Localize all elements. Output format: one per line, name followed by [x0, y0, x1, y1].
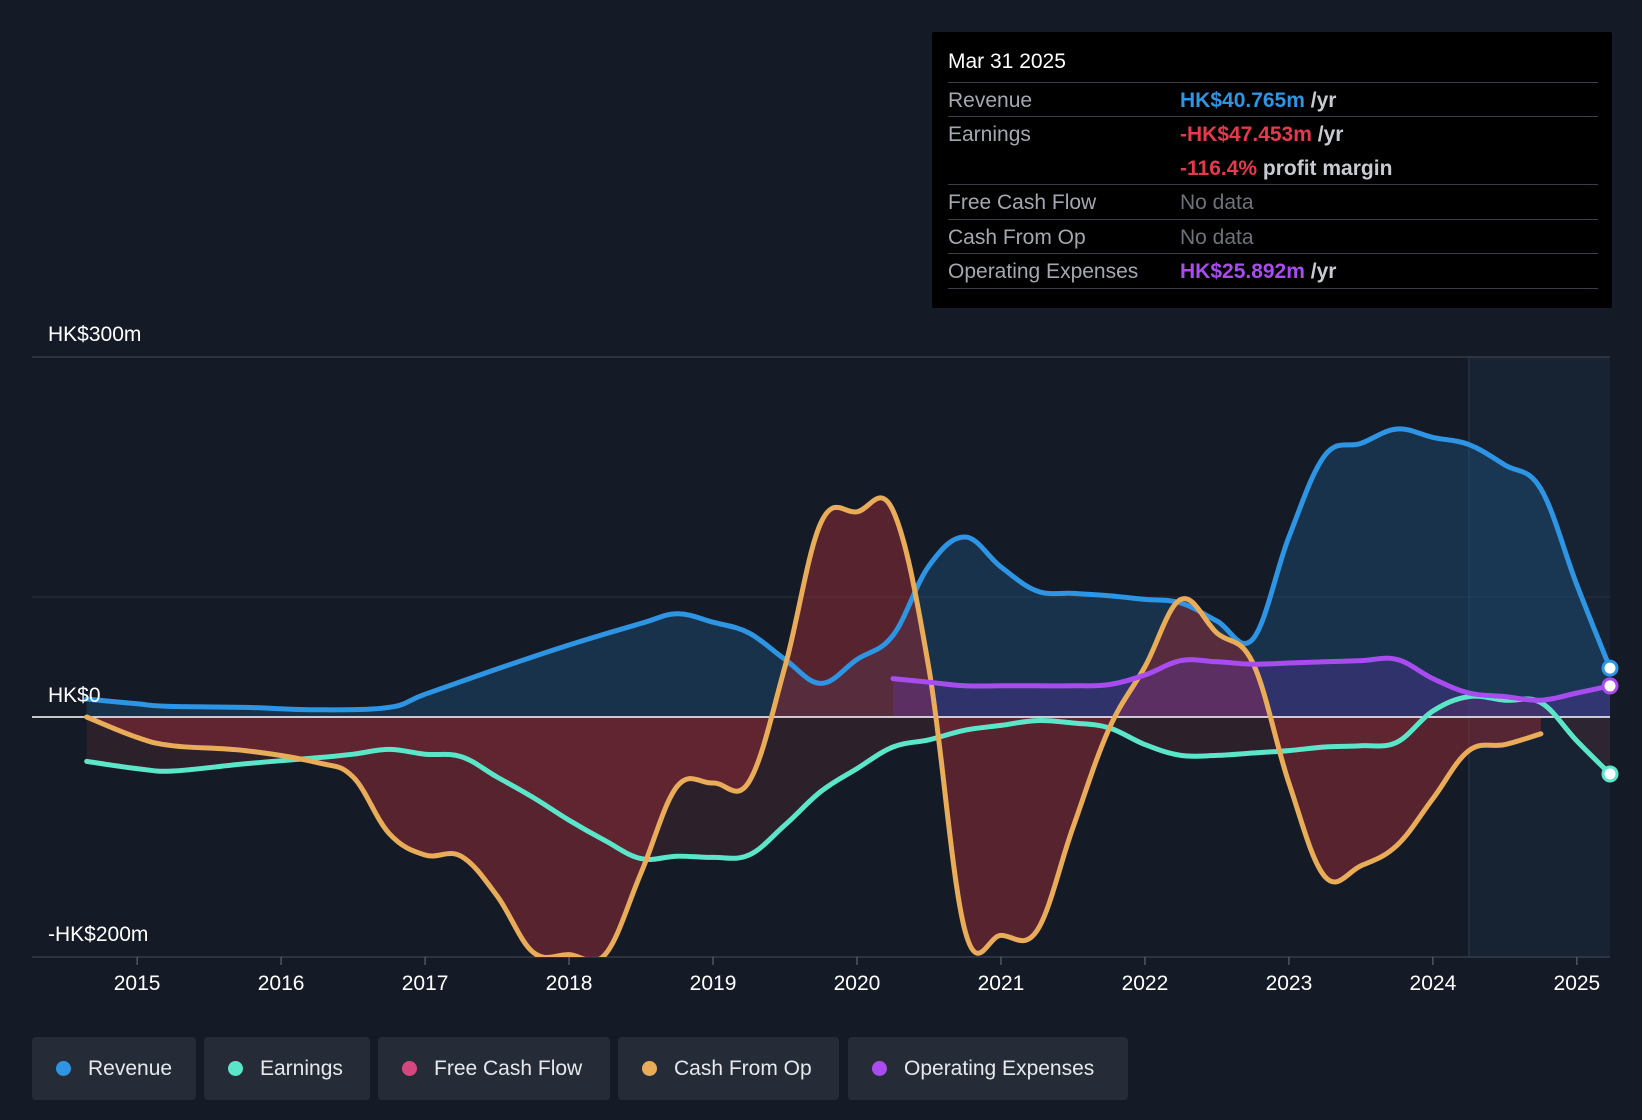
x-tick-label: 2016 — [258, 972, 305, 995]
legend-item-earnings[interactable]: Earnings — [204, 1037, 370, 1100]
operating-expenses-end-marker — [1601, 677, 1619, 695]
legend-label: Cash From Op — [674, 1056, 812, 1080]
x-tick-label: 2021 — [978, 972, 1025, 995]
tooltip-cfo-value: No data — [1180, 226, 1254, 249]
x-tick-label: 2018 — [546, 972, 593, 995]
tooltip-label: Free Cash Flow — [948, 191, 1097, 214]
y-axis-top-label: HK$300m — [48, 323, 141, 346]
data-tooltip: Mar 31 2025 Revenue HK$40.765m /yr Earni… — [932, 32, 1612, 308]
legend-item-operating-expenses[interactable]: Operating Expenses — [848, 1037, 1128, 1100]
tooltip-earnings-value: -HK$47.453m — [1180, 123, 1312, 146]
tooltip-row-free-cash-flow: Free Cash Flow No data — [948, 184, 1598, 219]
legend-dot-icon — [228, 1061, 243, 1076]
x-tick-label: 2024 — [1410, 972, 1457, 995]
legend-item-free-cash-flow[interactable]: Free Cash Flow — [378, 1037, 610, 1100]
tooltip-row-revenue: Revenue HK$40.765m /yr — [948, 82, 1598, 117]
tooltip-unit: /yr — [1310, 89, 1337, 112]
legend-label: Free Cash Flow — [434, 1056, 583, 1080]
x-tick-label: 2020 — [834, 972, 881, 995]
tooltip-label: Revenue — [948, 89, 1033, 112]
legend-label: Revenue — [88, 1056, 173, 1080]
cash-from-op-area — [86, 497, 1541, 957]
operating-expenses-area — [893, 658, 1610, 717]
tooltip-unit: /yr — [1317, 123, 1344, 146]
x-tick-label: 2019 — [690, 972, 737, 995]
tooltip-label: Cash From Op — [948, 226, 1086, 249]
legend-label: Earnings — [260, 1056, 343, 1080]
x-tick-label: 2017 — [402, 972, 449, 995]
legend-dot-icon — [642, 1061, 657, 1076]
tooltip-date: Mar 31 2025 — [948, 50, 1066, 73]
y-axis-bottom-label: -HK$200m — [48, 923, 148, 946]
tooltip-profit-margin-text: profit margin — [1262, 157, 1393, 180]
legend-item-cash-from-op[interactable]: Cash From Op — [618, 1037, 839, 1100]
x-tick-label: 2022 — [1122, 972, 1169, 995]
tooltip-profit-margin-value: -116.4% — [1180, 157, 1258, 180]
legend-dot-icon — [402, 1061, 417, 1076]
tooltip-row-cash-from-op: Cash From Op No data — [948, 219, 1598, 254]
x-tick-label: 2025 — [1554, 972, 1601, 995]
legend-dot-icon — [872, 1061, 887, 1076]
tooltip-opex-value: HK$25.892m — [1180, 260, 1305, 283]
tooltip-label: Operating Expenses — [948, 260, 1139, 283]
y-axis-zero-label: HK$0 — [48, 684, 101, 707]
tooltip-revenue-value: HK$40.765m — [1180, 89, 1305, 112]
earnings-end-marker — [1601, 765, 1619, 783]
x-tick-label: 2015 — [114, 972, 161, 995]
tooltip-unit: /yr — [1310, 260, 1337, 283]
revenue-end-marker — [1601, 659, 1619, 677]
tooltip-label: Earnings — [948, 123, 1031, 146]
legend-item-revenue[interactable]: Revenue — [32, 1037, 196, 1100]
cash-from-op-line — [84, 495, 1544, 957]
operating-expenses-line — [890, 655, 1610, 703]
tooltip-row-operating-expenses: Operating Expenses HK$25.892m /yr — [948, 253, 1598, 289]
earnings-line — [84, 693, 1610, 862]
tooltip-fcf-value: No data — [1180, 191, 1254, 214]
revenue-line — [84, 426, 1610, 713]
tooltip-row-earnings: Earnings -HK$47.453m /yr -116.4% profit … — [948, 116, 1598, 183]
legend-dot-icon — [56, 1061, 71, 1076]
x-tick-label: 2023 — [1266, 972, 1313, 995]
legend-label: Operating Expenses — [904, 1056, 1095, 1080]
